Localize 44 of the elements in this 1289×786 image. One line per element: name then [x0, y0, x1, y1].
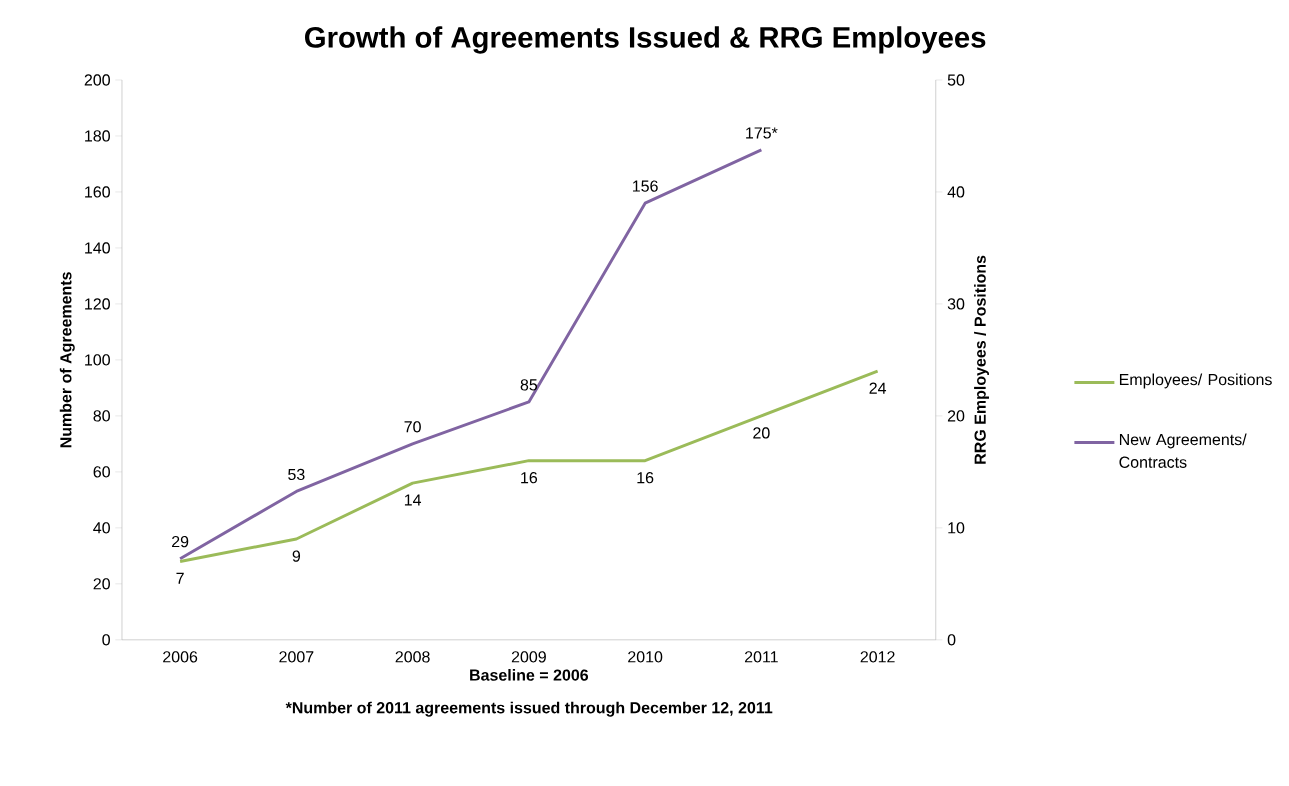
data-label: 16 [637, 471, 654, 484]
legend-label: New Agreements/ Contracts [1119, 433, 1247, 468]
y2-axis-title: RRG Employees / Positions [974, 255, 989, 464]
y2-tick-label: 30 [947, 298, 965, 310]
data-label: 156 [632, 180, 658, 192]
y-tick-label: 120 [85, 298, 110, 310]
data-label: 175* [746, 127, 778, 139]
data-label: 53 [288, 468, 305, 480]
y-tick-label: 140 [85, 242, 110, 254]
x-tick-label: 2008 [395, 650, 430, 663]
y2-tick-label: 20 [947, 410, 965, 422]
x-tick-label: 2010 [628, 650, 663, 663]
data-label: 29 [172, 535, 189, 548]
text: *Number of 2011 agreements issued through December 12, 2011 [285, 701, 773, 717]
y-tick-label: 180 [85, 130, 110, 142]
x-tick-label: 2007 [279, 650, 314, 663]
data-label: 14 [404, 494, 422, 506]
chart-title: Growth of Agreements Issued & RRG Employees [305, 26, 986, 54]
y-tick-label: 60 [93, 466, 110, 478]
y2-tick-label: 0 [947, 633, 956, 646]
legend-label: Employees/ Positions [1119, 373, 1272, 389]
data-label: 24 [869, 382, 887, 394]
x-tick-label: 2009 [511, 650, 546, 663]
data-label: 7 [176, 572, 184, 584]
data-label: 20 [753, 427, 770, 439]
x-tick-label: 2011 [744, 650, 778, 663]
data-label: 16 [521, 471, 538, 484]
y2-tick-label: 40 [947, 186, 965, 198]
y-tick-label: 0 [102, 633, 110, 646]
y-tick-label: 80 [93, 410, 110, 422]
data-label: 70 [404, 420, 421, 433]
y-axis-title: Number of Agreements [59, 271, 75, 448]
y2-tick-label: 50 [947, 74, 965, 86]
data-label: 85 [520, 378, 538, 391]
x-axis-title: Baseline = 2006 [470, 668, 589, 681]
x-tick-label: 2006 [163, 650, 198, 663]
y-tick-label: 200 [84, 74, 110, 86]
y-tick-label: 40 [93, 521, 110, 534]
y-tick-label: 160 [85, 186, 110, 198]
y-tick-label: 20 [93, 577, 110, 590]
data-label: 9 [292, 550, 301, 562]
y2-tick-label: 10 [948, 521, 965, 534]
y-tick-label: 100 [85, 354, 110, 366]
x-tick-label: 2012 [860, 650, 895, 663]
